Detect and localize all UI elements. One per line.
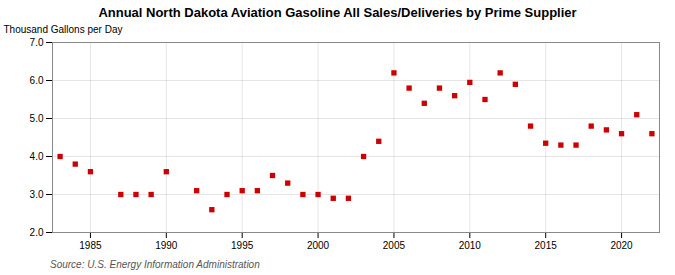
svg-text:3.0: 3.0 (30, 189, 44, 200)
html-text:Source: U.S. Energy Informatio: Source: U.S. Energy Information Administ… (50, 259, 260, 270)
svg-text:Thousand Gallons per Day: Thousand Gallons per Day (4, 24, 123, 35)
svg-text:2020: 2020 (610, 240, 633, 251)
svg-text:7.0: 7.0 (30, 37, 44, 48)
svg-text:5.0: 5.0 (30, 113, 44, 124)
svg-text:2000: 2000 (307, 240, 330, 251)
html-text:Annual North Dakota Aviation G: Annual North Dakota Aviation Gasoline Al… (98, 5, 577, 20)
svg-text:2.0: 2.0 (30, 227, 44, 238)
svg-text:1995: 1995 (231, 240, 254, 251)
svg-text:1985: 1985 (79, 240, 102, 251)
svg-text:4.0: 4.0 (30, 151, 44, 162)
svg-text:2015: 2015 (535, 240, 558, 251)
svg-text:2010: 2010 (459, 240, 482, 251)
svg-text:1990: 1990 (155, 240, 178, 251)
svg-text:2005: 2005 (383, 240, 406, 251)
svg-text:6.0: 6.0 (30, 75, 44, 86)
